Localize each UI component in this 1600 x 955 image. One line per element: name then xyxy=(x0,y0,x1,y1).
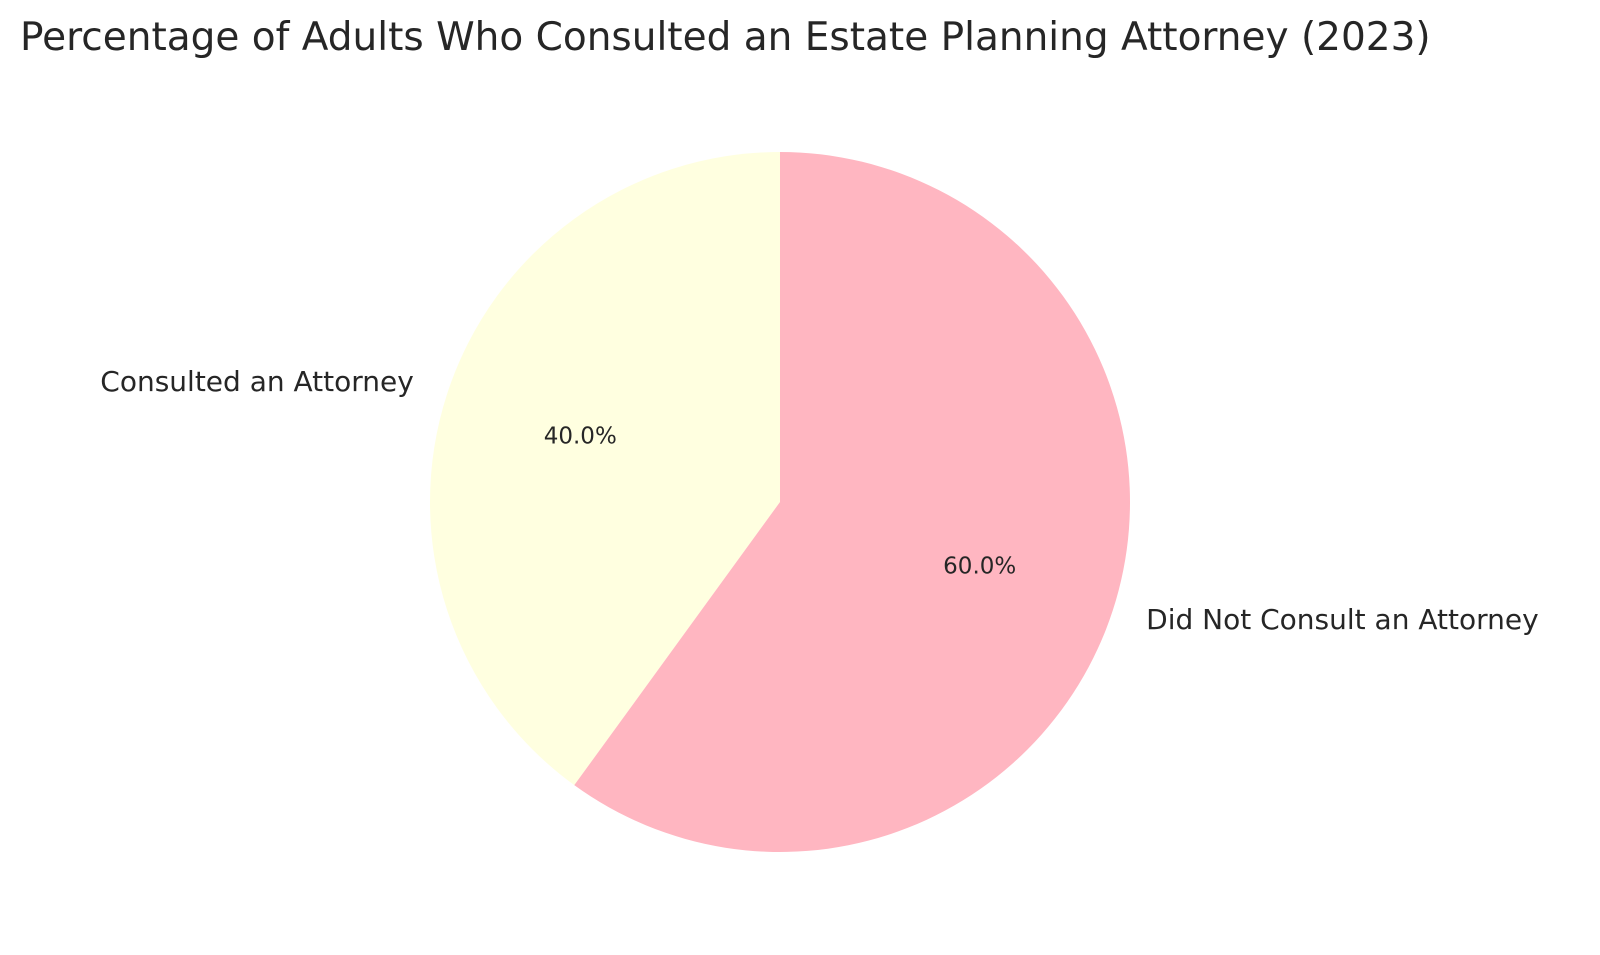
pie-slice-consulted-an-attorney xyxy=(430,152,780,786)
pie-slice-did-not-consult-an-attorney xyxy=(574,152,1131,852)
chart-title: Percentage of Adults Who Consulted an Es… xyxy=(20,15,1431,60)
percent-label-did-not-consult-an-attorney: 60.0% xyxy=(943,553,1016,579)
slice-label-consulted-an-attorney: Consulted an Attorney xyxy=(100,365,414,398)
pie-labels: Consulted an Attorney 40.0% Did Not Consul… xyxy=(100,365,1538,636)
pie-slices xyxy=(430,152,1131,852)
percent-label-consulted-an-attorney: 40.0% xyxy=(544,424,617,450)
slice-label-did-not-consult-an-attorney: Did Not Consult an Attorney xyxy=(1146,603,1539,636)
